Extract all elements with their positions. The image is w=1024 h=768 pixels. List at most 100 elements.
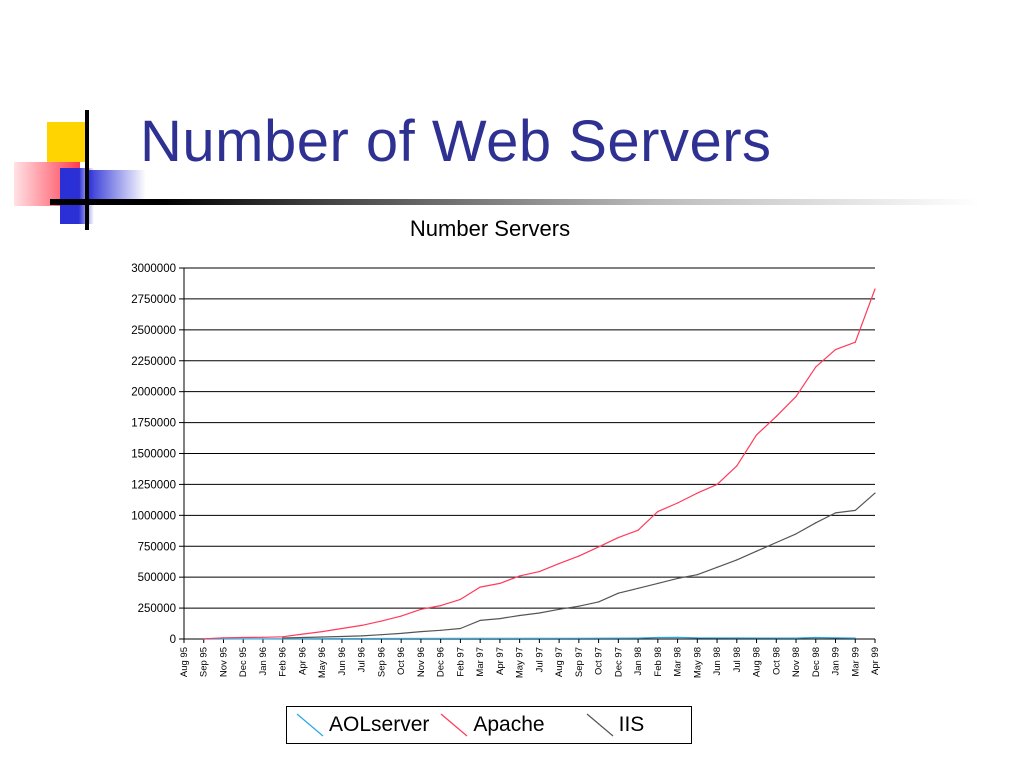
x-tick-label-33: Jan 99 [831, 647, 842, 676]
data-point-iis-12 [519, 614, 521, 617]
data-point-apache-10 [400, 615, 402, 617]
data-point-aolserver-12 [834, 637, 837, 639]
x-tick-label-4: Jan 96 [258, 647, 269, 676]
data-point-aolserver-2 [380, 637, 383, 640]
blue-gradient-bar [86, 170, 146, 200]
x-tick-label-7: May 96 [317, 647, 328, 678]
x-tick-label-10: Sep 96 [376, 647, 387, 677]
x-tick-label-6: Apr 96 [297, 647, 308, 675]
data-point-apache-18 [558, 562, 560, 565]
data-point-aolserver-13 [854, 637, 856, 639]
data-point-iis-2 [321, 636, 323, 638]
data-point-apache-19 [578, 555, 580, 557]
y-tick-label-3: 750000 [138, 541, 176, 553]
x-tick-label-22: Dec 97 [613, 647, 624, 677]
series-line-aolserver [203, 636, 856, 640]
data-point-iis-17 [617, 592, 619, 594]
x-tick-label-34: Mar 99 [850, 647, 861, 677]
data-point-iis-23 [736, 559, 738, 561]
data-point-iis-21 [696, 574, 698, 576]
x-tick-label-26: May 98 [692, 647, 703, 678]
data-point-iis-6 [400, 632, 402, 635]
x-tick-label-1: Sep 95 [199, 647, 210, 677]
data-point-iis-13 [538, 612, 540, 614]
data-point-iis-10 [479, 619, 481, 622]
y-tick-label-4: 1000000 [131, 510, 176, 522]
data-point-iis-11 [499, 617, 501, 620]
x-tick-label-9: Jul 96 [357, 647, 368, 672]
y-tick-label-2: 500000 [138, 572, 176, 584]
data-point-iis-3 [341, 635, 343, 638]
data-point-apache-2 [242, 636, 244, 639]
series-line-apache [203, 288, 876, 640]
x-tick-label-3: Dec 95 [238, 647, 249, 677]
data-point-iis-28 [834, 512, 837, 514]
data-point-aolserver-6 [657, 636, 659, 639]
x-tick-label-0: Aug 95 [179, 647, 190, 677]
data-point-iis-5 [380, 634, 383, 636]
x-tick-label-16: Apr 97 [495, 647, 506, 675]
legend-item-aolserver: AOLserver [295, 712, 429, 738]
x-tick-label-28: Jul 98 [732, 647, 743, 672]
data-point-apache-27 [736, 465, 738, 467]
x-tick-label-31: Nov 98 [791, 647, 802, 677]
data-point-iis-27 [815, 522, 817, 524]
y-tick-label-5: 1250000 [131, 479, 176, 491]
data-point-iis-30 [874, 492, 876, 494]
y-tick-label-11: 2750000 [131, 294, 176, 306]
data-point-iis-25 [775, 541, 777, 544]
data-point-aolserver-8 [696, 637, 698, 639]
y-tick-label-7: 1750000 [131, 418, 176, 430]
y-tick-label-9: 2250000 [131, 356, 176, 368]
x-tick-label-17: May 97 [515, 647, 526, 678]
data-point-iis-4 [361, 635, 363, 637]
data-point-apache-33 [854, 341, 856, 343]
data-point-apache-12 [440, 605, 442, 607]
legend-label-apache: Apache [473, 713, 545, 736]
data-point-apache-31 [815, 366, 817, 368]
data-point-apache-7 [341, 627, 343, 630]
data-point-iis-1 [301, 636, 304, 639]
x-tick-label-13: Dec 96 [436, 647, 447, 677]
x-tick-label-8: Jun 96 [337, 647, 348, 676]
data-point-apache-20 [598, 546, 600, 548]
data-point-apache-1 [222, 637, 225, 639]
legend-item-apache: Apache [439, 712, 545, 738]
data-point-aolserver-4 [578, 637, 580, 639]
data-point-iis-29 [854, 509, 856, 511]
y-tick-label-10: 2500000 [131, 325, 176, 337]
x-tick-label-35: Apr 99 [870, 647, 881, 675]
data-point-apache-8 [361, 624, 363, 626]
data-point-apache-6 [321, 630, 323, 633]
data-point-aolserver-5 [637, 637, 639, 639]
legend-label-aolserver: AOLserver [329, 713, 430, 736]
chart-legend: AOLserver Apache IIS [286, 706, 692, 744]
data-point-iis-26 [795, 533, 797, 535]
data-point-apache-28 [755, 434, 758, 436]
y-tick-label-1: 250000 [138, 603, 176, 615]
slide-title: Number of Web Servers [140, 109, 772, 174]
x-tick-label-18: Jul 97 [534, 647, 545, 672]
data-point-apache-30 [795, 396, 797, 398]
data-point-apache-26 [716, 483, 718, 486]
data-point-iis-0 [282, 637, 284, 639]
x-tick-label-5: Feb 96 [278, 647, 289, 677]
data-point-apache-17 [538, 571, 540, 573]
legend-item-iis: IIS [585, 712, 644, 738]
data-point-apache-34 [874, 288, 876, 290]
data-point-apache-11 [420, 608, 422, 610]
legend-swatch-aolserver [296, 713, 324, 737]
data-point-iis-16 [598, 601, 600, 603]
data-point-iis-8 [440, 629, 442, 631]
x-tick-label-19: Aug 97 [554, 647, 565, 677]
chart-title: Number Servers [409, 216, 571, 241]
x-tick-label-27: Jun 98 [712, 647, 723, 676]
data-point-apache-3 [262, 636, 264, 638]
x-tick-label-14: Feb 97 [455, 647, 466, 677]
x-tick-label-2: Nov 95 [218, 647, 229, 677]
decorative-logo [0, 100, 150, 240]
legend-swatch-apache [440, 713, 468, 737]
vertical-line [85, 110, 89, 230]
x-tick-label-21: Oct 97 [594, 647, 605, 675]
data-point-iis-14 [558, 608, 560, 610]
